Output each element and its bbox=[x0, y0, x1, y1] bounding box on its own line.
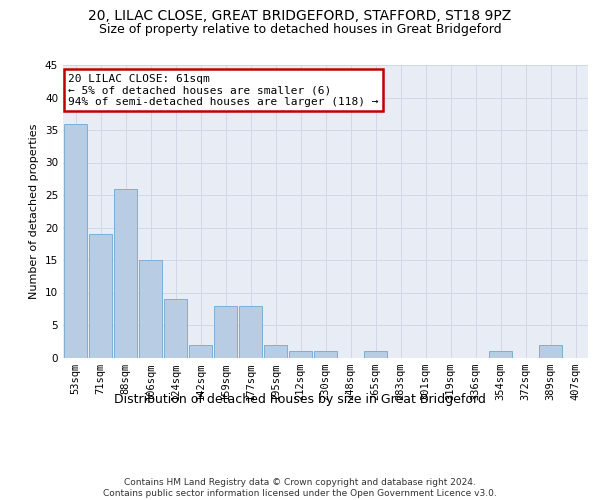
Bar bbox=[239, 306, 262, 358]
Text: Size of property relative to detached houses in Great Bridgeford: Size of property relative to detached ho… bbox=[98, 22, 502, 36]
Bar bbox=[189, 344, 212, 358]
Bar bbox=[164, 299, 187, 358]
Bar bbox=[364, 351, 387, 358]
Bar bbox=[489, 351, 512, 358]
Bar bbox=[289, 351, 312, 358]
Bar bbox=[89, 234, 112, 358]
Text: 20 LILAC CLOSE: 61sqm
← 5% of detached houses are smaller (6)
94% of semi-detach: 20 LILAC CLOSE: 61sqm ← 5% of detached h… bbox=[68, 74, 379, 107]
Bar bbox=[64, 124, 87, 358]
Bar bbox=[114, 188, 137, 358]
Text: Contains HM Land Registry data © Crown copyright and database right 2024.
Contai: Contains HM Land Registry data © Crown c… bbox=[103, 478, 497, 498]
Bar bbox=[314, 351, 337, 358]
Text: 20, LILAC CLOSE, GREAT BRIDGEFORD, STAFFORD, ST18 9PZ: 20, LILAC CLOSE, GREAT BRIDGEFORD, STAFF… bbox=[88, 9, 512, 23]
Bar bbox=[539, 344, 562, 358]
Bar bbox=[214, 306, 237, 358]
Bar bbox=[264, 344, 287, 358]
Text: Distribution of detached houses by size in Great Bridgeford: Distribution of detached houses by size … bbox=[114, 392, 486, 406]
Bar bbox=[139, 260, 162, 358]
Y-axis label: Number of detached properties: Number of detached properties bbox=[29, 124, 40, 299]
